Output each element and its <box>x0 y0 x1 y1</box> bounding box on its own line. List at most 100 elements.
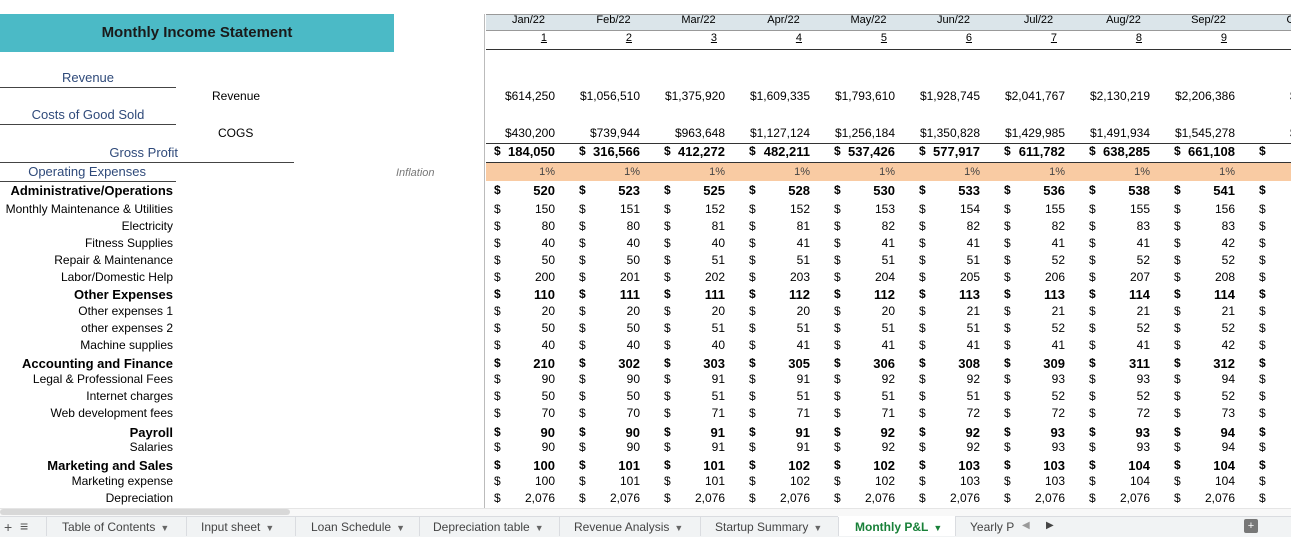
cell-value[interactable]: 152 <box>704 202 725 216</box>
cell-value[interactable]: 50 <box>626 321 640 335</box>
cell-value[interactable]: 72 <box>1136 406 1150 420</box>
cell-value[interactable]: 204 <box>874 270 895 284</box>
cell-value[interactable]: 20 <box>626 304 640 318</box>
cell-value[interactable]: 51 <box>711 389 725 403</box>
cell-value[interactable]: 2,076 <box>1034 491 1065 505</box>
cell-value[interactable]: 80 <box>541 219 555 233</box>
cell-value[interactable]: 2,076 <box>864 491 895 505</box>
cell-value[interactable]: 51 <box>711 321 725 335</box>
cell-value[interactable]: 51 <box>796 389 810 403</box>
cell-value[interactable]: 52 <box>1051 389 1065 403</box>
tab-dropdown-icon[interactable]: ▼ <box>813 523 823 533</box>
cell-value[interactable]: $739,944 <box>589 126 640 140</box>
cell-value[interactable]: 111 <box>704 287 725 302</box>
cell-value[interactable]: 305 <box>788 356 810 371</box>
cell-value[interactable]: $1,350,828 <box>919 126 980 140</box>
cell-value[interactable]: 2,076 <box>609 491 640 505</box>
cell-value[interactable]: 207 <box>1129 270 1150 284</box>
cell-value[interactable]: 533 <box>958 183 980 198</box>
cell-value[interactable]: $430,200 <box>504 126 555 140</box>
cell-value[interactable]: 114 <box>1214 287 1235 302</box>
cell-value[interactable]: 42 <box>1221 338 1235 352</box>
cell-value[interactable]: 52 <box>1221 321 1235 335</box>
cell-value[interactable]: 52 <box>1051 253 1065 267</box>
cell-value[interactable]: $1,256,184 <box>834 126 895 140</box>
cell-value[interactable]: 21 <box>1051 304 1065 318</box>
cell-value[interactable]: 482,211 <box>763 144 810 159</box>
cell-value[interactable]: 41 <box>966 338 980 352</box>
cell-value[interactable]: 51 <box>966 321 980 335</box>
cell-value[interactable]: 2,076 <box>694 491 725 505</box>
cell-value[interactable]: 92 <box>880 425 895 440</box>
cell-value[interactable]: 51 <box>881 253 895 267</box>
cell-value[interactable]: 113 <box>959 287 980 302</box>
cell-value[interactable]: 101 <box>704 474 725 488</box>
cell-value[interactable]: 41 <box>966 236 980 250</box>
cell-value[interactable]: 82 <box>1051 219 1065 233</box>
sheet-tab[interactable]: Table of Contents ▼ <box>62 520 169 534</box>
cell-value[interactable]: 93 <box>1050 425 1065 440</box>
cell-value[interactable]: 92 <box>881 440 895 454</box>
cell-value[interactable]: 41 <box>881 236 895 250</box>
cell-value[interactable]: 103 <box>1044 474 1065 488</box>
cell-value[interactable]: 21 <box>966 304 980 318</box>
cell-value[interactable]: 71 <box>796 406 810 420</box>
cell-value[interactable]: $1,127,124 <box>749 126 810 140</box>
cell-value[interactable]: 302 <box>618 356 640 371</box>
cell-value[interactable]: 102 <box>873 458 895 473</box>
cell-value[interactable]: 308 <box>958 356 980 371</box>
scroll-right-icon[interactable]: ▶ <box>1046 520 1054 531</box>
cell-value[interactable]: 91 <box>711 440 725 454</box>
cell-value[interactable]: 21 <box>1136 304 1150 318</box>
explore-icon[interactable]: + <box>1244 519 1258 533</box>
cell-value[interactable]: 103 <box>959 474 980 488</box>
cell-value[interactable]: 90 <box>625 425 640 440</box>
cell-value[interactable]: 51 <box>711 253 725 267</box>
cell-value[interactable]: 41 <box>1051 236 1065 250</box>
cell-value[interactable]: 91 <box>711 372 725 386</box>
cell-value[interactable]: 81 <box>796 219 810 233</box>
cell-value[interactable]: 71 <box>711 406 725 420</box>
cell-value[interactable]: 530 <box>873 183 895 198</box>
cell-value[interactable]: 72 <box>1051 406 1065 420</box>
cell-value[interactable]: 611,782 <box>1018 144 1065 159</box>
cell-value[interactable]: 50 <box>541 321 555 335</box>
cell-value[interactable]: 541 <box>1213 183 1235 198</box>
scrollbar-thumb[interactable] <box>0 509 290 515</box>
cell-value[interactable]: 90 <box>626 372 640 386</box>
sheet-tab[interactable]: Loan Schedule ▼ <box>311 520 405 534</box>
cell-value[interactable]: 21 <box>1221 304 1235 318</box>
sheet-tab[interactable]: Monthly P&L ▼ <box>855 520 942 534</box>
cell-value[interactable]: 104 <box>1129 474 1150 488</box>
cell-value[interactable]: 50 <box>541 389 555 403</box>
cell-value[interactable]: 104 <box>1213 458 1235 473</box>
cell-value[interactable]: 50 <box>626 389 640 403</box>
cell-value[interactable]: 205 <box>959 270 980 284</box>
cell-value[interactable]: 114 <box>1129 287 1150 302</box>
cell-value[interactable]: 538 <box>1128 183 1150 198</box>
cell-value[interactable]: 20 <box>711 304 725 318</box>
cell-value[interactable]: 91 <box>795 425 810 440</box>
cell-value[interactable]: 92 <box>966 372 980 386</box>
cell-value[interactable]: 112 <box>789 287 810 302</box>
sheet-tab[interactable]: Input sheet ▼ <box>201 520 274 534</box>
cell-value[interactable]: 52 <box>1051 321 1065 335</box>
cell-value[interactable]: 203 <box>789 270 810 284</box>
cell-value[interactable]: 91 <box>796 372 810 386</box>
cell-value[interactable]: 91 <box>796 440 810 454</box>
cell-value[interactable]: 312 <box>1213 356 1235 371</box>
cell-value[interactable]: 153 <box>874 202 895 216</box>
cell-value[interactable]: 52 <box>1221 389 1235 403</box>
cell-value[interactable]: 110 <box>534 287 555 302</box>
sheet-tab[interactable]: Yearly P <box>970 520 1014 534</box>
cell-value[interactable]: 40 <box>541 338 555 352</box>
cell-value[interactable]: 520 <box>533 183 555 198</box>
cell-value[interactable]: 82 <box>966 219 980 233</box>
cell-value[interactable]: 91 <box>710 425 725 440</box>
cell-value[interactable]: 93 <box>1051 440 1065 454</box>
cell-value[interactable]: 155 <box>1044 202 1065 216</box>
cell-value[interactable]: 94 <box>1221 440 1235 454</box>
cell-value[interactable]: 104 <box>1128 458 1150 473</box>
cell-value[interactable]: 40 <box>711 338 725 352</box>
cell-value[interactable]: 41 <box>881 338 895 352</box>
